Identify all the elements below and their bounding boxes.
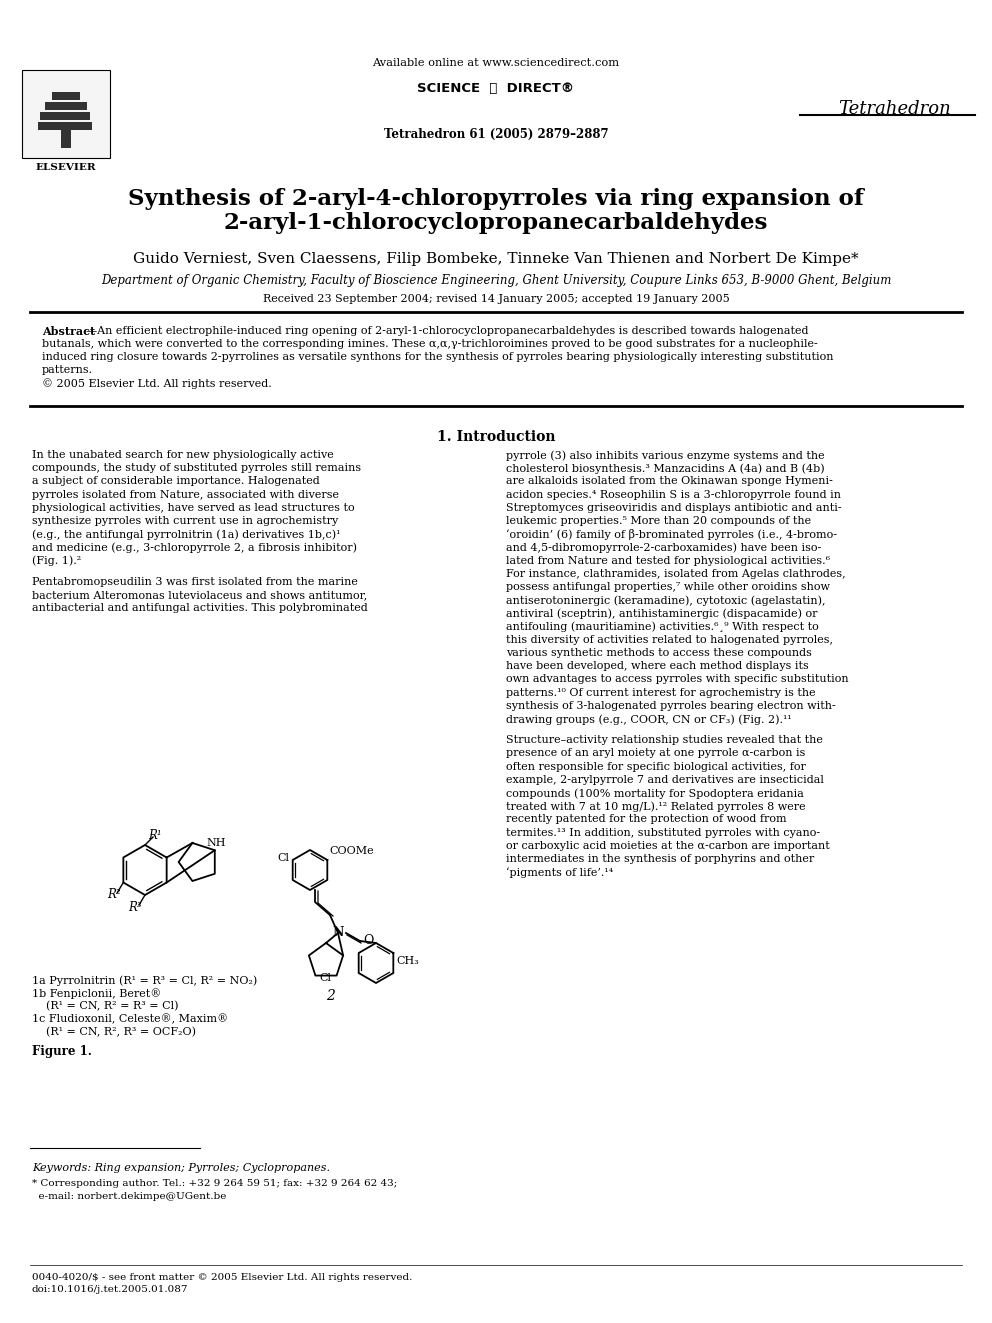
Text: (R¹ = CN, R² = R³ = Cl): (R¹ = CN, R² = R³ = Cl): [32, 1002, 179, 1011]
Text: Received 23 September 2004; revised 14 January 2005; accepted 19 January 2005: Received 23 September 2004; revised 14 J…: [263, 294, 729, 304]
Text: 1b Fenpiclonii, Beret®: 1b Fenpiclonii, Beret®: [32, 988, 162, 999]
Text: R³: R³: [128, 901, 142, 914]
Text: doi:10.1016/j.tet.2005.01.087: doi:10.1016/j.tet.2005.01.087: [32, 1285, 188, 1294]
Text: own advantages to access pyrroles with specific substitution: own advantages to access pyrroles with s…: [506, 675, 848, 684]
Text: butanals, which were converted to the corresponding imines. These α,α,γ-trichlor: butanals, which were converted to the co…: [42, 339, 817, 349]
Text: physiological activities, have served as lead structures to: physiological activities, have served as…: [32, 503, 354, 513]
Text: termites.¹³ In addition, substituted pyrroles with cyano-: termites.¹³ In addition, substituted pyr…: [506, 828, 820, 837]
Text: 1a Pyrrolnitrin (R¹ = R³ = Cl, R² = NO₂): 1a Pyrrolnitrin (R¹ = R³ = Cl, R² = NO₂): [32, 975, 257, 986]
Text: Synthesis of 2-aryl-4-chloropyrroles via ring expansion of: Synthesis of 2-aryl-4-chloropyrroles via…: [128, 188, 864, 210]
Text: Figure 1.: Figure 1.: [32, 1045, 92, 1058]
Text: Tetrahedron: Tetrahedron: [838, 101, 951, 118]
Text: example, 2-arylpyrrole 7 and derivatives are insecticidal: example, 2-arylpyrrole 7 and derivatives…: [506, 775, 824, 785]
Text: Department of Organic Chemistry, Faculty of Bioscience Engineering, Ghent Univer: Department of Organic Chemistry, Faculty…: [101, 274, 891, 287]
Text: Abstract: Abstract: [42, 325, 95, 337]
Text: SCIENCE  ⓓ  DIRECT®: SCIENCE ⓓ DIRECT®: [418, 82, 574, 95]
Bar: [61, 130, 71, 148]
Text: acidon species.⁴ Roseophilin S is a 3-chloropyrrole found in: acidon species.⁴ Roseophilin S is a 3-ch…: [506, 490, 841, 500]
Text: (Fig. 1).²: (Fig. 1).²: [32, 556, 81, 566]
Text: and medicine (e.g., 3-chloropyrrole 2, a fibrosis inhibitor): and medicine (e.g., 3-chloropyrrole 2, a…: [32, 542, 357, 553]
Text: R²: R²: [107, 889, 120, 901]
Text: synthesis of 3-halogenated pyrroles bearing electron with-: synthesis of 3-halogenated pyrroles bear…: [506, 701, 835, 710]
Text: (R¹ = CN, R², R³ = OCF₂O): (R¹ = CN, R², R³ = OCF₂O): [32, 1027, 196, 1037]
Text: and 4,5-dibromopyrrole-2-carboxamides) have been iso-: and 4,5-dibromopyrrole-2-carboxamides) h…: [506, 542, 821, 553]
Text: 2-aryl-1-chlorocyclopropanecarbaldehydes: 2-aryl-1-chlorocyclopropanecarbaldehydes: [224, 212, 768, 234]
Text: Structure–activity relationship studies revealed that the: Structure–activity relationship studies …: [506, 736, 823, 745]
Text: patterns.¹⁰ Of current interest for agrochemistry is the: patterns.¹⁰ Of current interest for agro…: [506, 688, 815, 697]
Text: (e.g., the antifungal pyrrolnitrin (1a) derivatives 1b,c)¹: (e.g., the antifungal pyrrolnitrin (1a) …: [32, 529, 340, 540]
Text: drawing groups (e.g., COOR, CN or CF₃) (Fig. 2).¹¹: drawing groups (e.g., COOR, CN or CF₃) (…: [506, 714, 792, 725]
Text: compounds, the study of substituted pyrroles still remains: compounds, the study of substituted pyrr…: [32, 463, 361, 474]
Text: compounds (100% mortality for Spodoptera eridania: compounds (100% mortality for Spodoptera…: [506, 789, 804, 799]
Text: ‘oroidin’ (6) family of β-brominated pyrroles (i.e., 4-bromo-: ‘oroidin’ (6) family of β-brominated pyr…: [506, 529, 837, 540]
Text: Pentabromopseudilin 3 was first isolated from the marine: Pentabromopseudilin 3 was first isolated…: [32, 577, 358, 587]
Text: O: O: [363, 934, 373, 947]
Text: presence of an aryl moiety at one pyrrole α-carbon is: presence of an aryl moiety at one pyrrol…: [506, 749, 806, 758]
Text: Keywords: Ring expansion; Pyrroles; Cyclopropanes.: Keywords: Ring expansion; Pyrroles; Cycl…: [32, 1163, 330, 1174]
Text: Available online at www.sciencedirect.com: Available online at www.sciencedirect.co…: [372, 58, 620, 67]
Text: intermediates in the synthesis of porphyrins and other: intermediates in the synthesis of porphy…: [506, 855, 814, 864]
Text: ELSEVIER: ELSEVIER: [36, 163, 96, 172]
Text: 1. Introduction: 1. Introduction: [436, 430, 556, 445]
Text: this diversity of activities related to halogenated pyrroles,: this diversity of activities related to …: [506, 635, 833, 644]
Text: have been developed, where each method displays its: have been developed, where each method d…: [506, 662, 808, 671]
Text: synthesize pyrroles with current use in agrochemistry: synthesize pyrroles with current use in …: [32, 516, 338, 527]
Text: ‘pigments of life’.¹⁴: ‘pigments of life’.¹⁴: [506, 867, 613, 878]
Text: leukemic properties.⁵ More than 20 compounds of the: leukemic properties.⁵ More than 20 compo…: [506, 516, 811, 527]
Text: Streptomyces griseoviridis and displays antibiotic and anti-: Streptomyces griseoviridis and displays …: [506, 503, 841, 513]
Text: Cl: Cl: [319, 972, 331, 983]
Text: antifouling (mauritiamine) activities.⁶¸⁹ With respect to: antifouling (mauritiamine) activities.⁶¸…: [506, 622, 818, 632]
Text: cholesterol biosynthesis.³ Manzacidins A (4a) and B (4b): cholesterol biosynthesis.³ Manzacidins A…: [506, 463, 824, 474]
Bar: [52, 93, 80, 101]
Text: various synthetic methods to access these compounds: various synthetic methods to access thes…: [506, 648, 811, 658]
Text: 2: 2: [326, 990, 335, 1003]
Bar: [45, 102, 87, 110]
Text: COOMe: COOMe: [329, 845, 374, 856]
Text: recently patented for the protection of wood from: recently patented for the protection of …: [506, 815, 787, 824]
Text: Guido Verniest, Sven Claessens, Filip Bombeke, Tinneke Van Thienen and Norbert D: Guido Verniest, Sven Claessens, Filip Bo…: [133, 251, 859, 266]
Text: a subject of considerable importance. Halogenated: a subject of considerable importance. Ha…: [32, 476, 319, 487]
Text: or carboxylic acid moieties at the α-carbon are important: or carboxylic acid moieties at the α-car…: [506, 841, 829, 851]
Text: patterns.: patterns.: [42, 365, 93, 374]
Text: pyrroles isolated from Nature, associated with diverse: pyrroles isolated from Nature, associate…: [32, 490, 339, 500]
Text: lated from Nature and tested for physiological activities.⁶: lated from Nature and tested for physiol…: [506, 556, 830, 566]
Text: antiserotoninergic (keramadine), cytotoxic (agelastatin),: antiserotoninergic (keramadine), cytotox…: [506, 595, 825, 606]
Text: Tetrahedron 61 (2005) 2879–2887: Tetrahedron 61 (2005) 2879–2887: [384, 128, 608, 142]
Text: In the unabated search for new physiologically active: In the unabated search for new physiolog…: [32, 450, 333, 460]
Text: often responsible for specific biological activities, for: often responsible for specific biologica…: [506, 762, 806, 771]
Bar: [38, 122, 92, 130]
Text: —An efficient electrophile-induced ring opening of 2-aryl-1-chlorocyclopropaneca: —An efficient electrophile-induced ring …: [86, 325, 808, 336]
Text: CH₃: CH₃: [397, 957, 419, 966]
Text: N: N: [332, 926, 343, 939]
Text: antibacterial and antifungal activities. This polybrominated: antibacterial and antifungal activities.…: [32, 603, 368, 613]
Text: Cl: Cl: [278, 853, 290, 863]
Text: © 2005 Elsevier Ltd. All rights reserved.: © 2005 Elsevier Ltd. All rights reserved…: [42, 378, 272, 389]
Text: 1c Fludioxonil, Celeste®, Maxim®: 1c Fludioxonil, Celeste®, Maxim®: [32, 1013, 228, 1024]
Text: induced ring closure towards 2-pyrrolines as versatile synthons for the synthesi: induced ring closure towards 2-pyrroline…: [42, 352, 833, 363]
Text: * Corresponding author. Tel.: +32 9 264 59 51; fax: +32 9 264 62 43;: * Corresponding author. Tel.: +32 9 264 …: [32, 1179, 397, 1188]
Text: pyrrole (3) also inhibits various enzyme systems and the: pyrrole (3) also inhibits various enzyme…: [506, 450, 824, 460]
Text: bacterium Alteromonas luteviolaceus and shows antitumor,: bacterium Alteromonas luteviolaceus and …: [32, 590, 367, 601]
Text: e-mail: norbert.dekimpe@UGent.be: e-mail: norbert.dekimpe@UGent.be: [32, 1192, 226, 1201]
Bar: [22, 70, 110, 157]
Text: NH: NH: [206, 837, 226, 848]
Text: For instance, clathramides, isolated from Agelas clathrodes,: For instance, clathramides, isolated fro…: [506, 569, 845, 578]
Text: antiviral (sceptrin), antihistaminergic (dispacamide) or: antiviral (sceptrin), antihistaminergic …: [506, 609, 817, 619]
Text: treated with 7 at 10 mg/L).¹² Related pyrroles 8 were: treated with 7 at 10 mg/L).¹² Related py…: [506, 802, 806, 812]
Text: R¹: R¹: [148, 830, 162, 841]
Bar: [40, 112, 90, 120]
Text: 0040-4020/$ - see front matter © 2005 Elsevier Ltd. All rights reserved.: 0040-4020/$ - see front matter © 2005 El…: [32, 1273, 413, 1282]
Text: are alkaloids isolated from the Okinawan sponge Hymeni-: are alkaloids isolated from the Okinawan…: [506, 476, 833, 487]
Text: possess antifungal properties,⁷ while other oroidins show: possess antifungal properties,⁷ while ot…: [506, 582, 830, 591]
